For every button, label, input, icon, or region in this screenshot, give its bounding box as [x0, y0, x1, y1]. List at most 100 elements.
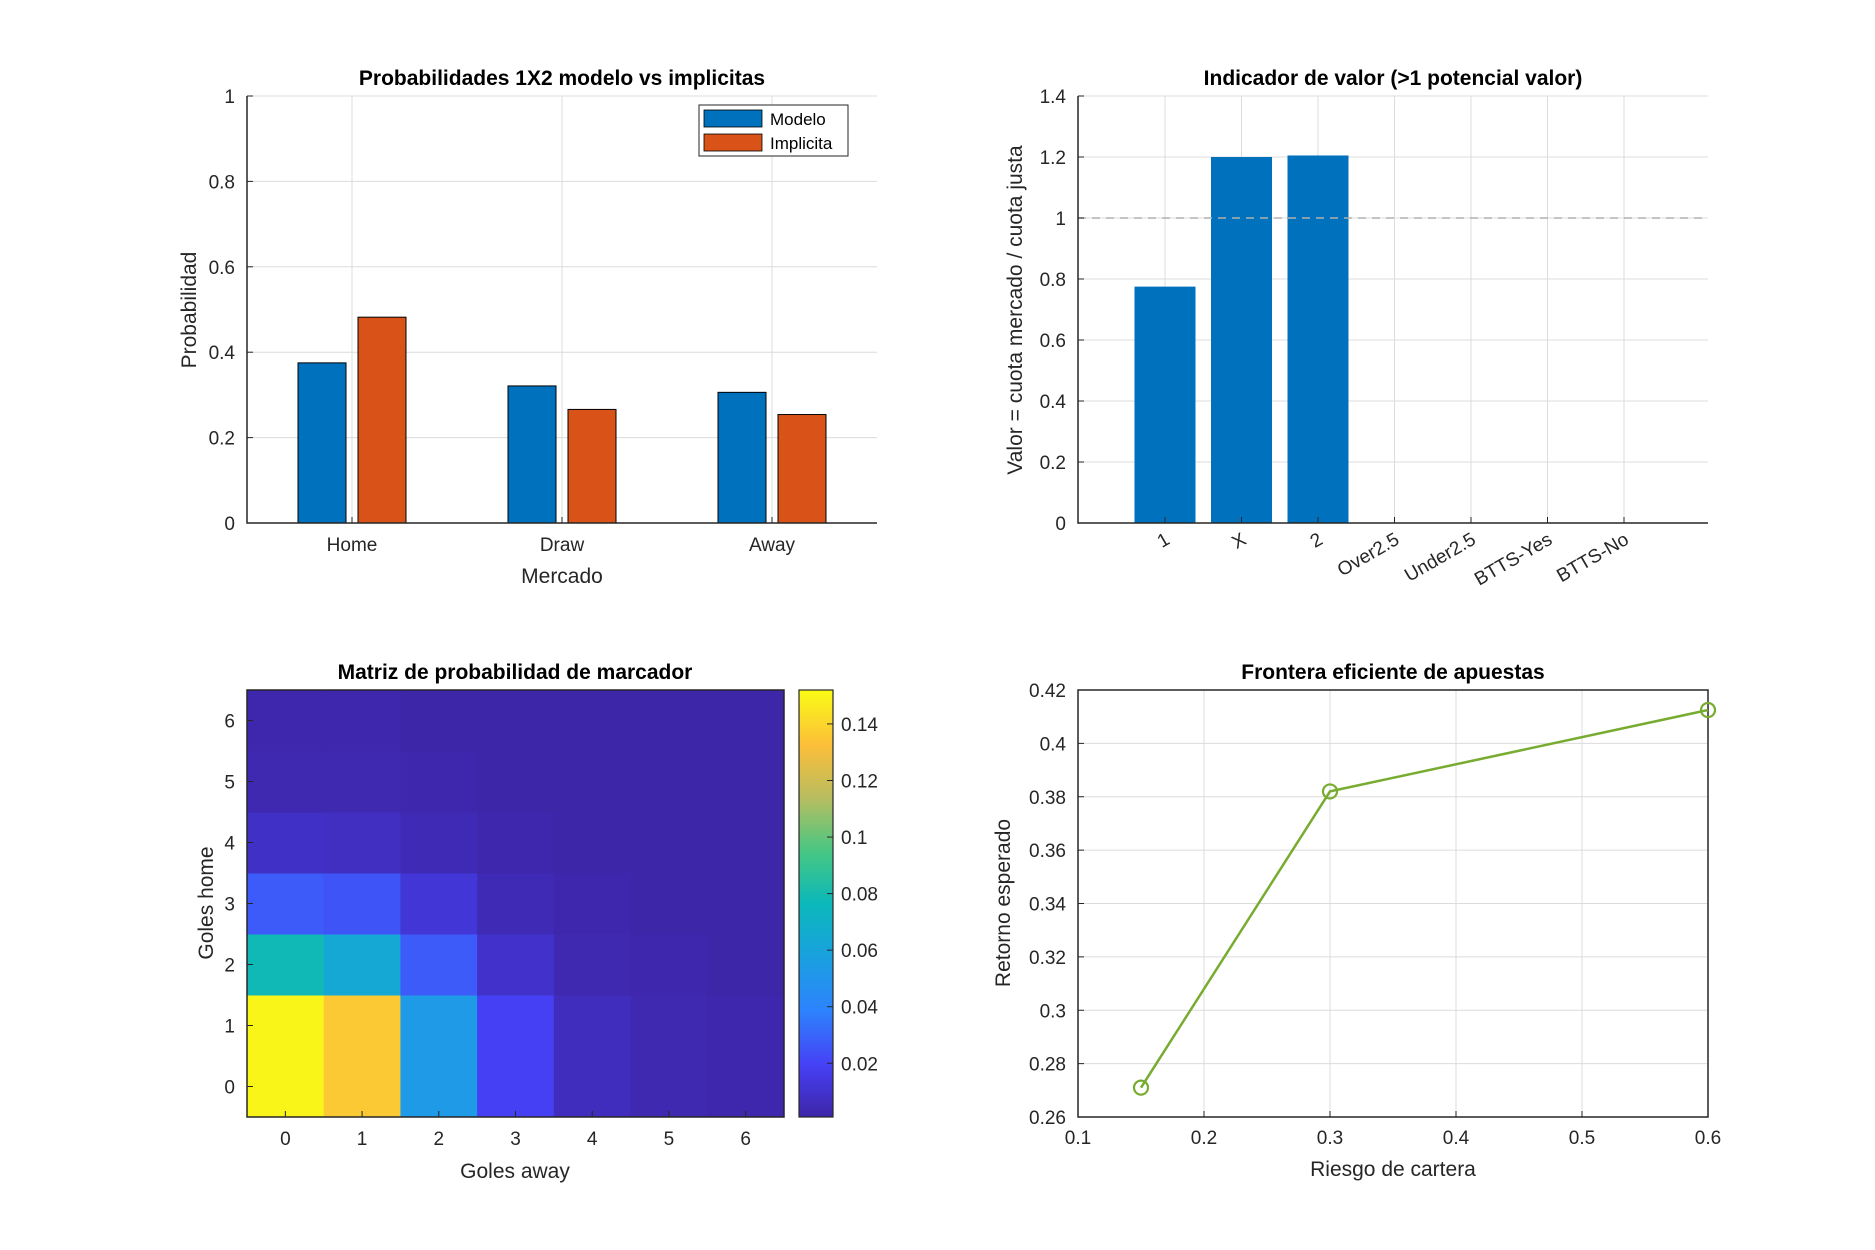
bar [1134, 286, 1196, 523]
x-tick-label: 4 [587, 1129, 598, 1150]
heatmap-cell [553, 995, 632, 1057]
heatmap-cell [477, 690, 555, 752]
x-axis-label: Mercado [521, 565, 603, 588]
x-tick-label: Under2.5 [1401, 529, 1479, 586]
x-tick-label: 0.3 [1317, 1128, 1343, 1149]
chart-title: Frontera eficiente de apuestas [1241, 661, 1544, 684]
heatmap-cell [477, 873, 555, 935]
colorbar-ticks: 0.02 0.04 0.06 0.08 0.1 0.12 0.14 [827, 715, 878, 1075]
y-ticks: 0 1 2 3 4 5 6 [224, 712, 253, 1099]
chart-title: Indicador de valor (>1 potencial valor) [1204, 67, 1583, 90]
y-tick-label: 0.4 [209, 343, 236, 364]
y-tick-label: 0.4 [1040, 734, 1067, 755]
grid [247, 95, 877, 523]
heatmap-cell [323, 995, 401, 1057]
heatmap-cell [323, 934, 401, 996]
heatmap-cell [707, 1056, 785, 1118]
x-ticks: 0 1 2 3 4 5 6 [280, 1111, 751, 1150]
heatmap-cell [477, 1056, 555, 1118]
bar [297, 362, 347, 524]
colorbar-tick-label: 0.12 [841, 771, 878, 792]
x-axis-label: Goles away [460, 1160, 570, 1183]
legend: Modelo Implicita [698, 104, 849, 157]
heatmap-cell [630, 934, 708, 996]
data-point [1132, 1079, 1150, 1096]
bar [777, 414, 827, 524]
colorbar-tick-label: 0.1 [841, 828, 867, 849]
y-tick-label: 0.34 [1029, 895, 1066, 916]
heatmap-cell [477, 812, 555, 874]
x-tick-label: 2 [1307, 529, 1327, 552]
y-ticks: 0 0.2 0.4 0.6 0.8 1 [209, 87, 253, 535]
legend-swatch-modelo [703, 109, 763, 128]
x-tick-label: 0.6 [1695, 1128, 1721, 1149]
heatmap-cell [477, 995, 555, 1057]
x-tick-label: X [1229, 529, 1251, 554]
chart-title: Matriz de probabilidad de marcador [338, 661, 693, 684]
y-axis-label: Retorno esperado [992, 819, 1015, 987]
heatmap-cell [247, 812, 325, 874]
y-tick-label: 1 [1055, 209, 1066, 230]
heatmap-cell [553, 934, 632, 996]
x-tick-label: 5 [664, 1129, 675, 1150]
colorbar-tick-label: 0.14 [841, 715, 878, 736]
x-tick-label: 1 [357, 1129, 368, 1150]
heatmap-cell [400, 995, 478, 1057]
x-tick-label: 0 [280, 1129, 291, 1150]
heatmap-cell [630, 995, 708, 1057]
heatmap-cell [247, 690, 325, 752]
bars [297, 316, 827, 524]
heatmap-cell [323, 873, 401, 935]
heatmap-cell [247, 751, 325, 813]
series-line [1139, 708, 1709, 1089]
heatmap-cell [323, 1056, 401, 1118]
y-tick-label: 5 [224, 773, 235, 794]
y-axis-label: Goles home [195, 846, 218, 959]
y-tick-label: 0 [224, 1078, 235, 1099]
y-tick-label: 0.6 [209, 258, 235, 279]
bar-chart-value-indicator: 00.20.40.60.811.21.4 1 X 2 Over2.5Under2.5B… [1004, 67, 1708, 590]
bar-chart-probabilities: 0 0.2 0.4 0.6 0.8 1 Home Draw Away Probabilidad… [178, 67, 877, 588]
y-ticks: 0 0.2 0.4 0.6 0.8 1 1.2 1.4 [1040, 87, 1084, 535]
y-tick-label: 1.4 [1040, 87, 1067, 108]
heatmap-cell [553, 812, 632, 874]
heatmap-cell [707, 812, 785, 874]
x-tick-label: 0.2 [1191, 1128, 1217, 1149]
heatmap-cell [630, 690, 708, 752]
heatmap-cell [247, 1056, 325, 1118]
x-tick-label: Draw [540, 535, 585, 556]
y-tick-label: 0.3 [1040, 1001, 1066, 1022]
heatmap-cell [707, 751, 785, 813]
heatmap-cell [630, 812, 708, 874]
heatmap-cell [477, 934, 555, 996]
heatmap-cell [400, 873, 478, 935]
heatmap-cell [477, 751, 555, 813]
heatmap-cell [247, 934, 325, 996]
colorbar-tick-label: 0.08 [841, 885, 878, 906]
data-point [1699, 701, 1717, 719]
y-tick-label: 4 [224, 834, 235, 855]
heatmap-cell [707, 690, 785, 752]
bars [1134, 155, 1349, 523]
line-chart-efficient-frontier: 0.1 0.2 0.3 0.4 0.5 0.6 0.260.280.30.320.340.… [992, 661, 1721, 1181]
heatmap-cell [400, 934, 478, 996]
y-tick-label: 0.8 [209, 172, 235, 193]
heatmap-cell [247, 995, 325, 1057]
colorbar-tick-label: 0.04 [841, 998, 878, 1019]
heatmap-cell [553, 751, 632, 813]
y-tick-label: 0.8 [1040, 270, 1066, 291]
bar [507, 385, 557, 524]
y-tick-label: 0 [1055, 514, 1066, 535]
legend-label-implicita: Implicita [770, 134, 833, 153]
colorbar-tick-label: 0.06 [841, 941, 878, 962]
heatmap-score-matrix: 0 1 2 3 4 5 6 0 1 2 3 4 5 6 Matriz de probabilidad d… [195, 661, 878, 1183]
x-axis-label: Riesgo de cartera [1310, 1158, 1476, 1181]
y-tick-label: 1 [224, 87, 235, 108]
heatmap-cells [247, 690, 785, 1118]
y-tick-label: 0.6 [1040, 331, 1066, 352]
colorbar: 0.02 0.04 0.06 0.08 0.1 0.12 0.14 [798, 689, 878, 1118]
x-tick-label: BTTS-Yes [1471, 529, 1556, 590]
points [1132, 701, 1717, 1096]
x-ticks: Home Draw Away [327, 517, 796, 556]
